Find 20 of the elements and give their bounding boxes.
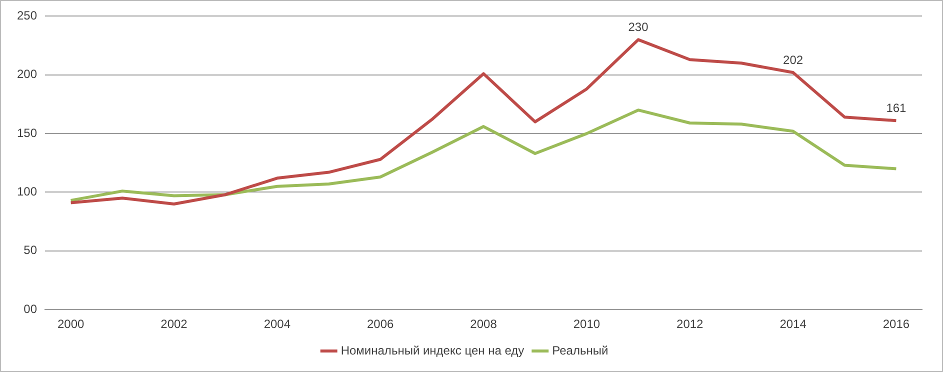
- x-tick-label: 2016: [882, 317, 910, 332]
- y-tick-label: 50: [24, 243, 38, 258]
- data-label: 230: [628, 20, 649, 34]
- x-tick-label: 2014: [780, 317, 807, 332]
- x-tick-label: 2008: [470, 317, 498, 332]
- legend-label: Реальный: [552, 343, 608, 358]
- x-tick-label: 2010: [573, 317, 600, 332]
- y-tick-label: 250: [16, 8, 38, 23]
- y-tick-label: 200: [16, 67, 38, 82]
- data-label: 161: [886, 100, 907, 115]
- y-tick-label: 100: [16, 184, 38, 199]
- y-tick-label: 00: [24, 302, 38, 316]
- y-tick-label: 150: [16, 126, 38, 140]
- data-label: 202: [783, 52, 804, 67]
- x-tick-label: 2012: [676, 317, 704, 332]
- x-tick-label: 2000: [57, 317, 84, 332]
- x-tick-label: 2004: [264, 317, 291, 332]
- x-tick-label: 2006: [366, 317, 394, 332]
- x-tick-label: 2002: [160, 317, 188, 332]
- legend-label: Номинальный индекс цен на еду: [340, 343, 524, 358]
